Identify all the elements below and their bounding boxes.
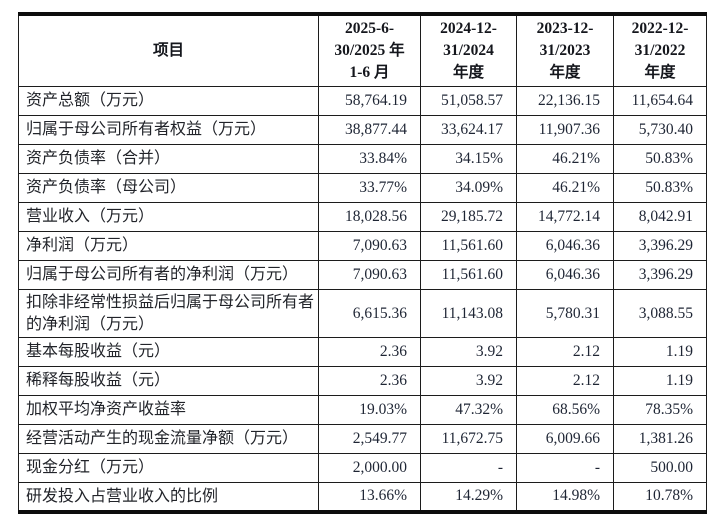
value-cell: 22,136.15 [516, 86, 614, 116]
row-label-cell: 稀释每股收益（元） [18, 366, 319, 397]
value-cell: 1.19 [613, 337, 707, 368]
value-cell: 8,042.91 [613, 202, 707, 232]
value-cell: 29,185.72 [420, 202, 517, 232]
value-cell: 1,381.26 [613, 424, 707, 455]
value-cell: - [420, 453, 517, 484]
header-period-cell: 2023-12- 31/2023 年度 [516, 13, 614, 87]
table-row: 营业收入（万元） 18,028.56 29,185.72 14,772.14 8… [18, 202, 707, 232]
value-cell: 500.00 [613, 453, 707, 484]
value-cell: 7,090.63 [318, 231, 421, 261]
value-cell: 1.19 [613, 366, 707, 397]
value-cell: 6,046.36 [516, 231, 614, 261]
row-label-cell: 资产总额（万元） [18, 86, 319, 116]
value-cell: 19.03% [318, 395, 421, 426]
value-cell: 3.92 [420, 366, 517, 397]
value-cell: 33.77% [318, 173, 421, 203]
value-cell: 58,764.19 [318, 86, 421, 116]
row-label-cell: 资产负债率（母公司） [18, 173, 319, 203]
table-row: 现金分红（万元） 2,000.00 - - 500.00 [18, 453, 707, 484]
value-cell: 2.12 [516, 366, 614, 397]
value-cell: 5,730.40 [613, 115, 707, 145]
row-label-cell: 净利润（万元） [18, 231, 319, 261]
value-cell: 34.15% [420, 144, 517, 174]
value-cell: 2,000.00 [318, 453, 421, 484]
table-row: 研发投入占营业收入的比例 13.66% 14.29% 14.98% 10.78% [18, 482, 707, 513]
table-row: 稀释每股收益（元） 2.36 3.92 2.12 1.19 [18, 366, 707, 397]
value-cell: 2,549.77 [318, 424, 421, 455]
value-cell: 50.83% [613, 173, 707, 203]
value-cell: 38,877.44 [318, 115, 421, 145]
row-label-cell: 加权平均净资产收益率 [18, 395, 319, 426]
table-body: 资产总额（万元） 58,764.19 51,058.57 22,136.15 1… [18, 86, 707, 513]
value-cell: 2.12 [516, 337, 614, 368]
value-cell: 3,396.29 [613, 231, 707, 261]
table-row: 扣除非经常性损益后归属于母公司所有者的净利润（万元） 6,615.36 11,1… [18, 288, 707, 339]
value-cell: 50.83% [613, 144, 707, 174]
value-cell: 78.35% [613, 395, 707, 426]
table-row: 资产负债率（合并） 33.84% 34.15% 46.21% 50.83% [18, 144, 707, 174]
value-cell: 11,907.36 [516, 115, 614, 145]
value-cell: 14.98% [516, 482, 614, 513]
value-cell: 3,396.29 [613, 260, 707, 290]
value-cell: 6,046.36 [516, 260, 614, 290]
table-row: 资产总额（万元） 58,764.19 51,058.57 22,136.15 1… [18, 86, 707, 116]
value-cell: 33.84% [318, 144, 421, 174]
value-cell: 34.09% [420, 173, 517, 203]
value-cell: 33,624.17 [420, 115, 517, 145]
value-cell: 3,088.55 [613, 288, 707, 339]
table-row: 归属于母公司所有者的净利润（万元） 7,090.63 11,561.60 6,0… [18, 260, 707, 290]
table-row: 加权平均净资产收益率 19.03% 47.32% 68.56% 78.35% [18, 395, 707, 426]
value-cell: 11,672.75 [420, 424, 517, 455]
value-cell: 11,561.60 [420, 231, 517, 261]
value-cell: 14,772.14 [516, 202, 614, 232]
table-header: 项目 2025-6- 30/2025 年 1-6 月 2024-12- 31/2… [18, 13, 707, 87]
row-label-cell: 扣除非经常性损益后归属于母公司所有者的净利润（万元） [18, 288, 319, 339]
row-label-cell: 归属于母公司所有者权益（万元） [18, 115, 319, 145]
value-cell: 2.36 [318, 337, 421, 368]
header-item-cell: 项目 [18, 13, 319, 87]
value-cell: 6,009.66 [516, 424, 614, 455]
row-label-cell: 营业收入（万元） [18, 202, 319, 232]
value-cell: 68.56% [516, 395, 614, 426]
value-cell: - [516, 453, 614, 484]
row-label-cell: 现金分红（万元） [18, 453, 319, 484]
row-label-cell: 归属于母公司所有者的净利润（万元） [18, 260, 319, 290]
value-cell: 11,654.64 [613, 86, 707, 116]
value-cell: 46.21% [516, 144, 614, 174]
value-cell: 7,090.63 [318, 260, 421, 290]
value-cell: 11,143.08 [420, 288, 517, 339]
value-cell: 10.78% [613, 482, 707, 513]
value-cell: 3.92 [420, 337, 517, 368]
value-cell: 18,028.56 [318, 202, 421, 232]
value-cell: 47.32% [420, 395, 517, 426]
value-cell: 46.21% [516, 173, 614, 203]
row-label-cell: 经营活动产生的现金流量净额（万元） [18, 424, 319, 455]
row-label-cell: 资产负债率（合并） [18, 144, 319, 174]
header-row: 项目 2025-6- 30/2025 年 1-6 月 2024-12- 31/2… [18, 13, 707, 87]
value-cell: 14.29% [420, 482, 517, 513]
table-row: 基本每股收益（元） 2.36 3.92 2.12 1.19 [18, 337, 707, 368]
row-label-cell: 研发投入占营业收入的比例 [18, 482, 319, 513]
value-cell: 2.36 [318, 366, 421, 397]
table-row: 资产负债率（母公司） 33.77% 34.09% 46.21% 50.83% [18, 173, 707, 203]
table-row: 归属于母公司所有者权益（万元） 38,877.44 33,624.17 11,9… [18, 115, 707, 145]
value-cell: 51,058.57 [420, 86, 517, 116]
table-row: 净利润（万元） 7,090.63 11,561.60 6,046.36 3,39… [18, 231, 707, 261]
value-cell: 5,780.31 [516, 288, 614, 339]
value-cell: 6,615.36 [318, 288, 421, 339]
header-period-cell: 2024-12- 31/2024 年度 [420, 13, 517, 87]
table-row: 经营活动产生的现金流量净额（万元） 2,549.77 11,672.75 6,0… [18, 424, 707, 455]
value-cell: 11,561.60 [420, 260, 517, 290]
header-period-cell: 2025-6- 30/2025 年 1-6 月 [318, 13, 421, 87]
header-period-cell: 2022-12- 31/2022 年度 [613, 13, 707, 87]
financial-summary-table: 项目 2025-6- 30/2025 年 1-6 月 2024-12- 31/2… [18, 12, 707, 514]
value-cell: 13.66% [318, 482, 421, 513]
row-label-cell: 基本每股收益（元） [18, 337, 319, 368]
